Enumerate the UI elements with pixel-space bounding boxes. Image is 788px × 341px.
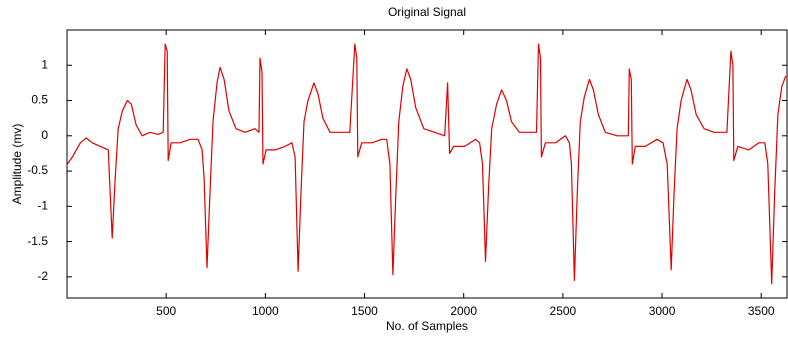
y-axis-label: Amplitude (mv) bbox=[10, 124, 24, 205]
x-tick-label: 2000 bbox=[450, 304, 477, 318]
x-axis-label: No. of Samples bbox=[386, 319, 468, 333]
y-tick-label: -0.5 bbox=[27, 163, 48, 177]
chart-title: Original Signal bbox=[388, 5, 466, 19]
y-tick-label: -2 bbox=[37, 269, 48, 283]
y-tick-label: 0 bbox=[41, 128, 48, 142]
y-tick-label: -1 bbox=[37, 198, 48, 212]
y-tick-label: 0.5 bbox=[31, 93, 48, 107]
signal-line bbox=[66, 43, 787, 285]
y-tick-label: -1.5 bbox=[27, 234, 48, 248]
x-tick-label: 1000 bbox=[252, 304, 279, 318]
x-tick-label: 2500 bbox=[550, 304, 577, 318]
x-tick-label: 3000 bbox=[649, 304, 676, 318]
x-tick-label: 500 bbox=[156, 304, 176, 318]
x-tick-label: 1500 bbox=[351, 304, 378, 318]
y-tick-label: 1 bbox=[41, 57, 48, 71]
x-tick-label: 3500 bbox=[748, 304, 775, 318]
plot-area bbox=[66, 29, 788, 299]
